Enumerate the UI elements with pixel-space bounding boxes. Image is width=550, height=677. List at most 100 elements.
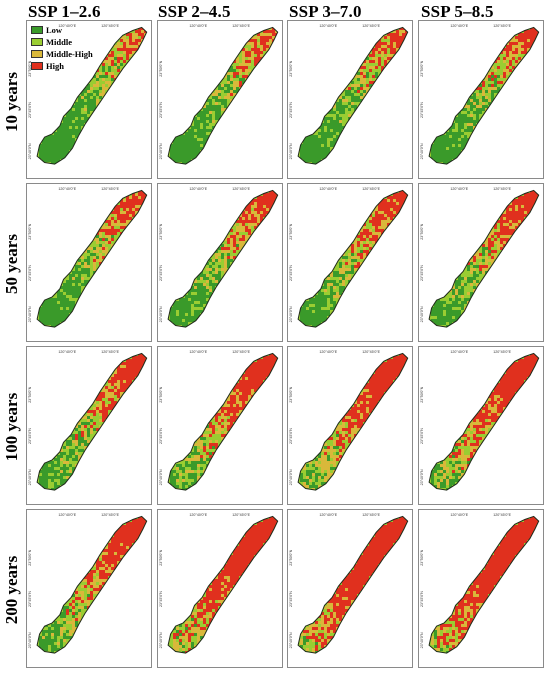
longitude-tick-label: 120°45'0"E xyxy=(101,24,119,28)
latitude-tick-label: 23°45'0"N xyxy=(289,428,293,444)
risk-raster xyxy=(37,516,147,654)
latitude-tick-label: 23°50'0"N xyxy=(289,549,293,565)
watershed-outline xyxy=(297,352,409,491)
risk-raster xyxy=(168,516,278,654)
risk-map-panel: 120°40'0"E 120°45'0"E 23°50'0"N 23°45'0"N 23… xyxy=(26,20,152,179)
longitude-tick-label: 120°45'0"E xyxy=(493,24,511,28)
latitude-tick-label: 23°40'0"N xyxy=(28,469,32,485)
risk-map-panel: 120°40'0"E 120°45'0"E 23°50'0"N 23°45'0"N 23… xyxy=(157,183,283,342)
latitude-tick-label: 23°40'0"N xyxy=(420,143,424,159)
watershed-outline xyxy=(297,189,409,328)
risk-raster xyxy=(168,27,278,165)
risk-raster xyxy=(429,27,539,165)
longitude-tick-label: 120°45'0"E xyxy=(232,187,250,191)
risk-raster xyxy=(429,190,539,328)
risk-map: 120°40'0"E 120°45'0"E 23°50'0"N 23°45'0"N 23… xyxy=(420,24,540,165)
risk-map: 120°40'0"E 120°45'0"E 23°50'0"N 23°45'0"N 23… xyxy=(289,513,409,654)
latitude-tick-label: 23°50'0"N xyxy=(159,60,163,76)
risk-map: 120°40'0"E 120°45'0"E 23°50'0"N 23°45'0"N 23… xyxy=(420,513,540,654)
risk-map: 120°40'0"E 120°45'0"E 23°50'0"N 23°45'0"N 23… xyxy=(420,350,540,491)
risk-map: 120°40'0"E 120°45'0"E 23°50'0"N 23°45'0"N 23… xyxy=(159,350,279,491)
legend-swatch-middle xyxy=(31,37,43,46)
risk-map-panel: 120°40'0"E 120°45'0"E 23°50'0"N 23°45'0"N 23… xyxy=(287,20,413,179)
column-header-ssp370: SSP 3–7.0 xyxy=(289,2,362,21)
longitude-tick-label: 120°45'0"E xyxy=(232,24,250,28)
latitude-tick-label: 23°45'0"N xyxy=(28,428,32,444)
risk-map: 120°40'0"E 120°45'0"E 23°50'0"N 23°45'0"N 23… xyxy=(159,513,279,654)
latitude-tick-label: 23°40'0"N xyxy=(289,306,293,322)
legend-item-low: Low xyxy=(31,24,93,35)
latitude-tick-label: 23°50'0"N xyxy=(289,60,293,76)
risk-map: 120°40'0"E 120°45'0"E 23°50'0"N 23°45'0"N 23… xyxy=(420,187,540,328)
watershed-outline xyxy=(297,26,409,165)
latitude-tick-label: 23°50'0"N xyxy=(420,549,424,565)
longitude-tick-label: 120°40'0"E xyxy=(319,350,337,354)
longitude-tick-label: 120°40'0"E xyxy=(189,513,207,517)
watershed-outline xyxy=(167,26,279,165)
longitude-tick-label: 120°40'0"E xyxy=(450,187,468,191)
latitude-tick-label: 23°50'0"N xyxy=(289,386,293,402)
longitude-tick-label: 120°40'0"E xyxy=(189,350,207,354)
longitude-tick-label: 120°40'0"E xyxy=(319,513,337,517)
watershed-outline xyxy=(297,515,409,654)
longitude-tick-label: 120°45'0"E xyxy=(101,513,119,517)
latitude-tick-label: 23°45'0"N xyxy=(159,102,163,118)
latitude-tick-label: 23°40'0"N xyxy=(289,143,293,159)
latitude-tick-label: 23°45'0"N xyxy=(159,265,163,281)
latitude-tick-label: 23°40'0"N xyxy=(159,306,163,322)
risk-map-panel: 120°40'0"E 120°45'0"E 23°50'0"N 23°45'0"N 23… xyxy=(287,509,413,668)
risk-map: 120°40'0"E 120°45'0"E 23°50'0"N 23°45'0"N 23… xyxy=(28,513,148,654)
latitude-tick-label: 23°40'0"N xyxy=(159,469,163,485)
column-header-ssp585: SSP 5–8.5 xyxy=(421,2,494,21)
risk-map-panel: 120°40'0"E 120°45'0"E 23°50'0"N 23°45'0"N 23… xyxy=(418,183,544,342)
legend-item-middle: Middle xyxy=(31,36,93,47)
longitude-tick-label: 120°45'0"E xyxy=(362,513,380,517)
risk-raster xyxy=(168,190,278,328)
latitude-tick-label: 23°50'0"N xyxy=(159,223,163,239)
longitude-tick-label: 120°40'0"E xyxy=(319,187,337,191)
latitude-tick-label: 23°45'0"N xyxy=(159,428,163,444)
latitude-tick-label: 23°40'0"N xyxy=(28,143,32,159)
risk-map: 120°40'0"E 120°45'0"E 23°50'0"N 23°45'0"N 23… xyxy=(159,24,279,165)
risk-raster xyxy=(168,353,278,491)
latitude-tick-label: 23°45'0"N xyxy=(420,102,424,118)
longitude-tick-label: 120°40'0"E xyxy=(450,513,468,517)
latitude-tick-label: 23°40'0"N xyxy=(28,306,32,322)
risk-raster xyxy=(37,27,147,165)
latitude-tick-label: 23°40'0"N xyxy=(420,306,424,322)
latitude-tick-label: 23°45'0"N xyxy=(28,265,32,281)
longitude-tick-label: 120°45'0"E xyxy=(101,350,119,354)
column-header-ssp126: SSP 1–2.6 xyxy=(28,2,101,21)
row-header-10-years: 10 years xyxy=(2,72,21,132)
latitude-tick-label: 23°40'0"N xyxy=(420,469,424,485)
risk-map-panel: 120°40'0"E 120°45'0"E 23°50'0"N 23°45'0"N 23… xyxy=(157,509,283,668)
watershed-outline xyxy=(428,352,540,491)
column-header-ssp245: SSP 2–4.5 xyxy=(158,2,231,21)
risk-raster xyxy=(298,27,408,165)
longitude-tick-label: 120°45'0"E xyxy=(493,513,511,517)
longitude-tick-label: 120°45'0"E xyxy=(362,24,380,28)
row-header-100-years: 100 years xyxy=(2,392,21,462)
latitude-tick-label: 23°45'0"N xyxy=(159,591,163,607)
latitude-tick-label: 23°45'0"N xyxy=(28,591,32,607)
latitude-tick-label: 23°50'0"N xyxy=(28,549,32,565)
risk-map: 120°40'0"E 120°45'0"E 23°50'0"N 23°45'0"N 23… xyxy=(28,350,148,491)
latitude-tick-label: 23°50'0"N xyxy=(28,386,32,402)
watershed-outline xyxy=(428,189,540,328)
risk-raster xyxy=(37,190,147,328)
risk-map: 120°40'0"E 120°45'0"E 23°50'0"N 23°45'0"N 23… xyxy=(289,187,409,328)
longitude-tick-label: 120°40'0"E xyxy=(58,24,76,28)
latitude-tick-label: 23°45'0"N xyxy=(289,265,293,281)
latitude-tick-label: 23°45'0"N xyxy=(289,591,293,607)
latitude-tick-label: 23°50'0"N xyxy=(420,60,424,76)
watershed-outline xyxy=(36,189,148,328)
longitude-tick-label: 120°45'0"E xyxy=(362,350,380,354)
latitude-tick-label: 23°45'0"N xyxy=(420,591,424,607)
risk-raster xyxy=(429,353,539,491)
legend-swatch-high xyxy=(31,61,43,70)
risk-map: 120°40'0"E 120°45'0"E 23°50'0"N 23°45'0"N 23… xyxy=(289,350,409,491)
latitude-tick-label: 23°40'0"N xyxy=(159,143,163,159)
longitude-tick-label: 120°40'0"E xyxy=(189,187,207,191)
latitude-tick-label: 23°50'0"N xyxy=(28,223,32,239)
risk-map-panel: 120°40'0"E 120°45'0"E 23°50'0"N 23°45'0"N 23… xyxy=(418,509,544,668)
